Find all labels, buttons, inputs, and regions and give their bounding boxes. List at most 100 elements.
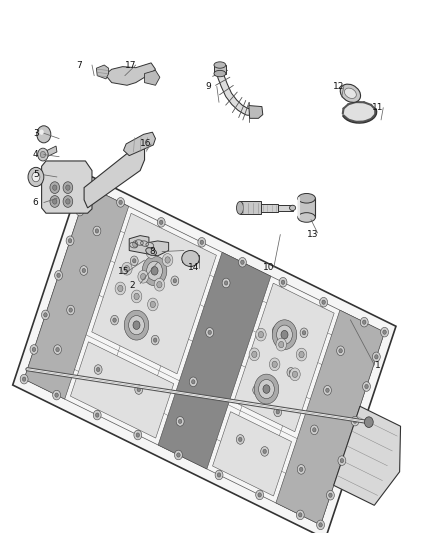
Ellipse shape [146, 248, 156, 255]
Circle shape [118, 285, 123, 292]
Circle shape [95, 413, 99, 417]
Polygon shape [42, 161, 92, 213]
Circle shape [302, 330, 306, 335]
Circle shape [217, 473, 221, 477]
Circle shape [279, 278, 287, 287]
Circle shape [299, 513, 302, 517]
Circle shape [94, 365, 102, 374]
Circle shape [165, 257, 170, 263]
Circle shape [320, 297, 328, 307]
Circle shape [272, 361, 277, 368]
Circle shape [249, 348, 260, 361]
Circle shape [63, 182, 73, 193]
Circle shape [274, 407, 282, 417]
Circle shape [365, 384, 368, 389]
Text: 7: 7 [77, 61, 82, 69]
Circle shape [84, 182, 92, 191]
Circle shape [134, 293, 139, 300]
Circle shape [151, 335, 159, 345]
Polygon shape [96, 65, 109, 79]
Circle shape [272, 320, 297, 350]
Text: 15: 15 [118, 268, 129, 276]
Circle shape [76, 206, 84, 216]
Ellipse shape [182, 251, 199, 266]
Text: 11: 11 [372, 103, 384, 112]
Polygon shape [212, 411, 292, 496]
Circle shape [198, 238, 206, 247]
Circle shape [254, 374, 279, 404]
Circle shape [122, 262, 132, 275]
Text: 10: 10 [263, 263, 274, 272]
Circle shape [30, 345, 38, 354]
Circle shape [258, 379, 274, 399]
Circle shape [289, 370, 293, 375]
Ellipse shape [340, 84, 360, 102]
Circle shape [256, 490, 264, 500]
Circle shape [258, 332, 264, 338]
Circle shape [124, 265, 130, 272]
Circle shape [93, 410, 101, 420]
Text: 17: 17 [125, 61, 136, 69]
Circle shape [117, 198, 124, 207]
Circle shape [142, 256, 167, 286]
Circle shape [141, 273, 146, 280]
Circle shape [174, 450, 182, 460]
Circle shape [200, 240, 204, 245]
Text: 4: 4 [33, 150, 39, 159]
Circle shape [53, 199, 57, 204]
Circle shape [353, 419, 357, 423]
Circle shape [66, 185, 70, 190]
Ellipse shape [214, 70, 226, 77]
Polygon shape [334, 406, 401, 505]
Circle shape [130, 256, 138, 265]
Circle shape [263, 385, 270, 393]
Polygon shape [276, 310, 385, 525]
Circle shape [256, 328, 266, 341]
Circle shape [372, 352, 380, 362]
Circle shape [261, 447, 268, 456]
Circle shape [133, 321, 140, 329]
Circle shape [53, 185, 57, 190]
Polygon shape [240, 201, 261, 214]
Ellipse shape [343, 102, 376, 122]
Polygon shape [92, 213, 216, 374]
Circle shape [69, 308, 72, 312]
Circle shape [96, 367, 100, 372]
Circle shape [296, 348, 307, 361]
Circle shape [50, 196, 60, 207]
Circle shape [80, 266, 88, 276]
Polygon shape [45, 146, 57, 157]
Polygon shape [249, 106, 263, 118]
Text: 14: 14 [188, 263, 200, 272]
Circle shape [113, 318, 117, 322]
Text: 6: 6 [33, 198, 39, 207]
Polygon shape [234, 283, 334, 432]
Circle shape [326, 490, 334, 500]
Circle shape [191, 379, 195, 384]
Circle shape [171, 276, 179, 286]
Circle shape [111, 316, 119, 325]
Circle shape [28, 167, 44, 187]
Circle shape [275, 328, 278, 333]
Polygon shape [261, 204, 278, 212]
Circle shape [130, 238, 140, 251]
Polygon shape [24, 187, 129, 399]
Circle shape [324, 385, 332, 395]
Ellipse shape [214, 62, 226, 68]
Text: 5: 5 [33, 171, 39, 179]
Polygon shape [13, 173, 396, 533]
Circle shape [82, 269, 85, 273]
Circle shape [238, 257, 246, 267]
Circle shape [132, 241, 138, 247]
Circle shape [337, 346, 345, 356]
Circle shape [32, 348, 36, 352]
Circle shape [134, 430, 142, 440]
Circle shape [132, 259, 136, 263]
Circle shape [162, 254, 173, 266]
Circle shape [287, 368, 295, 377]
Text: 1: 1 [374, 361, 380, 369]
Circle shape [313, 427, 316, 432]
Circle shape [360, 317, 368, 327]
Text: 13: 13 [307, 230, 318, 239]
Circle shape [67, 305, 74, 315]
